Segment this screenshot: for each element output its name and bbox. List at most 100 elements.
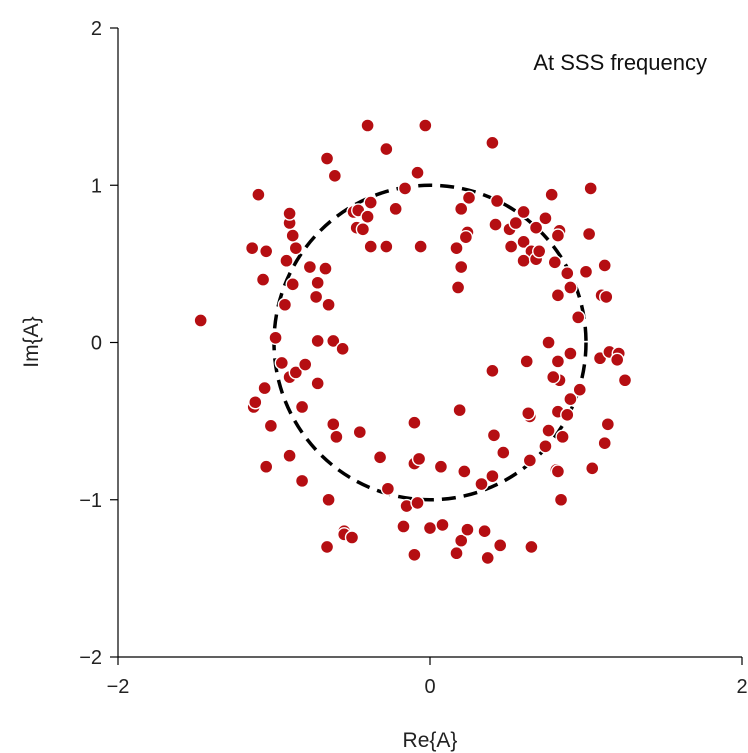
data-point xyxy=(610,352,625,367)
data-point xyxy=(578,264,594,279)
data-point xyxy=(458,229,474,245)
data-point xyxy=(288,365,304,380)
data-point xyxy=(572,382,587,397)
data-point xyxy=(193,313,208,328)
data-point xyxy=(433,459,449,474)
data-point xyxy=(454,201,469,217)
data-point xyxy=(352,424,367,440)
data-point xyxy=(244,240,260,256)
y-tick-label: 0 xyxy=(91,333,102,355)
y-tick-label: 2 xyxy=(91,18,102,40)
data-point xyxy=(310,376,325,391)
data-point xyxy=(485,468,500,484)
data-point xyxy=(485,135,500,150)
data-point xyxy=(460,522,475,537)
data-point xyxy=(298,357,313,372)
data-point xyxy=(310,333,325,349)
data-point xyxy=(344,530,360,545)
data-point xyxy=(563,280,578,295)
data-point xyxy=(493,538,508,553)
data-point xyxy=(485,363,500,379)
data-point xyxy=(516,234,531,250)
data-point xyxy=(474,476,489,492)
data-point xyxy=(379,239,394,254)
data-point xyxy=(363,195,378,210)
data-point xyxy=(457,464,472,479)
data-point xyxy=(410,495,425,511)
data-point xyxy=(449,546,464,561)
data-point xyxy=(461,190,477,206)
data-point xyxy=(480,550,495,566)
data-point xyxy=(326,417,341,432)
data-point xyxy=(486,428,502,443)
data-point xyxy=(522,453,538,468)
data-point xyxy=(563,391,578,407)
data-point xyxy=(285,277,300,292)
data-point xyxy=(617,373,633,388)
data-point xyxy=(379,141,394,157)
data-point xyxy=(541,423,556,438)
data-point xyxy=(259,244,274,259)
data-point xyxy=(410,165,425,180)
data-point xyxy=(327,168,343,184)
data-point xyxy=(407,547,422,562)
data-point xyxy=(372,450,388,465)
data-point xyxy=(310,275,325,290)
data-point xyxy=(285,228,300,243)
data-point xyxy=(418,118,433,133)
data-point xyxy=(282,206,297,221)
data-point xyxy=(321,297,336,312)
data-point xyxy=(550,354,566,369)
data-point xyxy=(282,448,297,463)
points-layer xyxy=(193,118,633,566)
data-point xyxy=(308,289,324,305)
data-point xyxy=(355,222,371,237)
data-point xyxy=(516,204,531,220)
data-point xyxy=(454,259,469,275)
data-point xyxy=(532,244,547,259)
data-point xyxy=(318,261,333,276)
data-point xyxy=(600,417,616,432)
data-point xyxy=(329,429,344,445)
data-point xyxy=(583,181,598,196)
data-point xyxy=(335,341,350,356)
data-point xyxy=(294,399,310,415)
data-point xyxy=(516,253,531,268)
axes: −2 0 2 −2 −1 0 1 2 xyxy=(79,18,747,698)
data-point xyxy=(248,395,263,410)
x-axis-label: Re{A} xyxy=(403,729,458,752)
data-point xyxy=(597,258,612,273)
data-point xyxy=(435,517,450,533)
data-point xyxy=(585,461,600,476)
data-point xyxy=(560,266,575,281)
data-point xyxy=(581,226,597,242)
y-tick-label: −2 xyxy=(79,647,102,669)
data-point xyxy=(521,406,536,421)
data-point xyxy=(519,354,534,369)
y-tick-label: −1 xyxy=(79,490,102,512)
data-point xyxy=(597,435,612,451)
data-point xyxy=(508,215,523,231)
data-point xyxy=(599,289,614,305)
data-point xyxy=(538,439,553,454)
data-point xyxy=(452,402,467,418)
data-point xyxy=(563,346,578,361)
data-point xyxy=(302,259,318,275)
data-point xyxy=(449,240,464,256)
data-point xyxy=(454,533,469,548)
data-point xyxy=(450,280,466,295)
x-tick-label: 2 xyxy=(736,676,747,698)
data-point xyxy=(411,451,427,467)
data-point xyxy=(319,151,335,166)
data-point xyxy=(288,240,304,256)
data-point xyxy=(268,330,283,345)
data-point xyxy=(544,187,559,202)
data-point xyxy=(546,369,561,385)
data-point xyxy=(413,239,428,254)
data-point xyxy=(380,481,396,496)
data-point xyxy=(553,492,569,507)
data-point xyxy=(571,310,586,325)
data-point xyxy=(360,118,375,133)
data-point xyxy=(538,211,553,226)
